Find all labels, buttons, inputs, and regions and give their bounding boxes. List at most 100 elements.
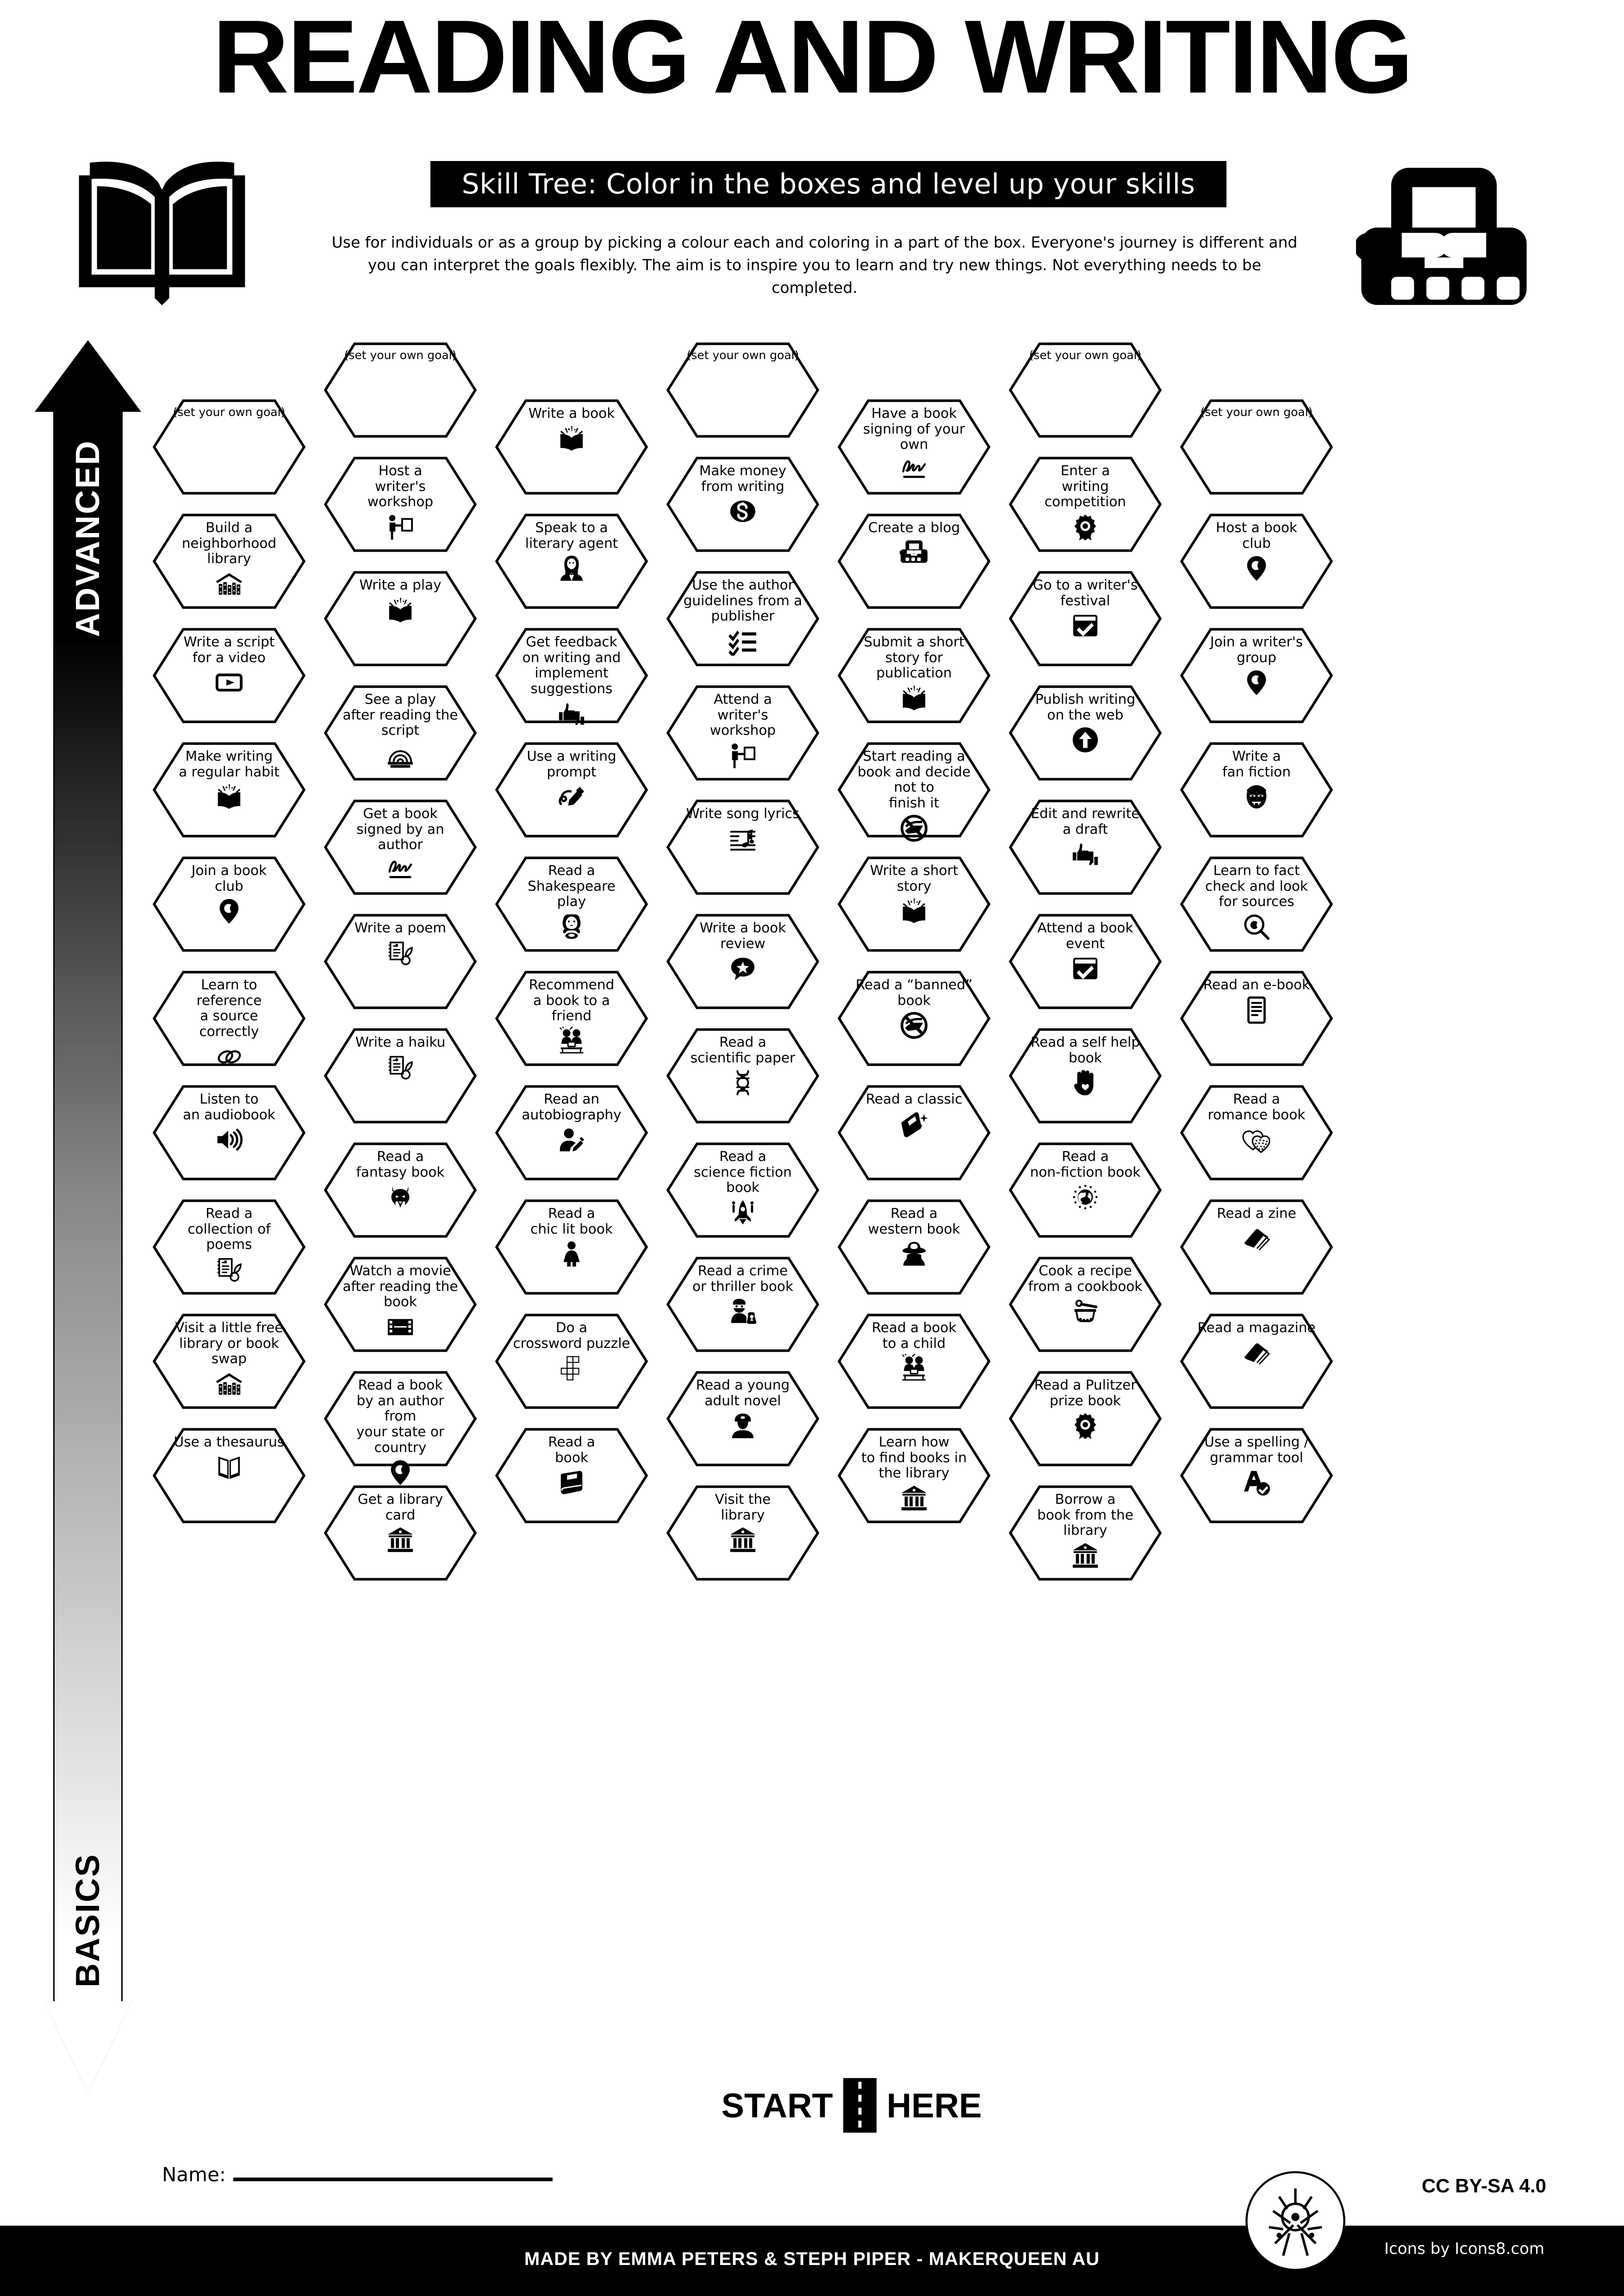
skill-hex[interactable]: (set your own goal)	[1180, 399, 1333, 495]
skill-hex[interactable]: Read a magazine	[1180, 1314, 1333, 1409]
skill-hex[interactable]: Learn to fact check and look for sources	[1180, 856, 1333, 952]
skill-hex[interactable]: Get feedback on writing and implement sugg…	[495, 628, 648, 725]
skill-hex[interactable]: Get a library card	[324, 1485, 477, 1581]
skill-hex-label: Read a non-fiction book	[1030, 1148, 1141, 1180]
skill-hex[interactable]: Write a book	[495, 399, 648, 495]
skill-hex[interactable]: Read a science fiction book	[666, 1142, 819, 1238]
skill-hex[interactable]: Read a chic lit book	[495, 1199, 648, 1295]
skill-hex[interactable]: Write a poem	[324, 914, 477, 1009]
skill-hex[interactable]: Join a book club	[153, 856, 305, 952]
skill-hex[interactable]: Join a writer's group	[1180, 628, 1333, 723]
skill-hex[interactable]: Create a blog	[838, 514, 990, 609]
crossword-icon	[557, 1354, 586, 1383]
skill-hex[interactable]: Publish writing on the web	[1009, 685, 1162, 781]
skill-hex[interactable]: Edit and rewrite a draft	[1009, 800, 1162, 895]
skill-hex[interactable]: Write a short story	[838, 856, 990, 952]
library-shelf-icon	[215, 570, 243, 598]
skill-hex[interactable]: Submit a short story for publication	[838, 628, 990, 723]
skill-hex[interactable]: Read a book to a child	[838, 1314, 990, 1409]
skill-hex[interactable]: Read an autobiography	[495, 1085, 648, 1180]
skill-hex[interactable]: Recommend a book to a friend	[495, 971, 648, 1066]
library-building-icon	[386, 1526, 415, 1554]
skill-hex[interactable]: See a play after reading the script	[324, 685, 477, 781]
skill-hex[interactable]: Attend a book event	[1009, 914, 1162, 1009]
skill-hex-label: Listen to an audiobook	[183, 1091, 275, 1123]
skill-hex[interactable]: Read a collection of poems	[153, 1199, 305, 1295]
shakespeare-icon	[557, 912, 586, 941]
skill-hex[interactable]: Read a non-fiction book	[1009, 1142, 1162, 1238]
ereader-icon	[1242, 996, 1271, 1024]
skill-hex[interactable]: Read an e-book	[1180, 971, 1333, 1066]
arrow-head	[35, 340, 141, 412]
skill-hex[interactable]: Borrow a book from the library	[1009, 1485, 1162, 1581]
skill-hex[interactable]: Read a western book	[838, 1199, 990, 1295]
skill-hex[interactable]: Read a young adult novel	[666, 1371, 819, 1466]
skill-hex-label: Read a Pulitzer prize book	[1034, 1377, 1137, 1409]
skill-hex[interactable]: Use a thesaurus	[153, 1428, 305, 1523]
skill-hex[interactable]: Start reading a book and decide not to fin…	[838, 742, 990, 842]
name-field[interactable]: Name:	[162, 2163, 553, 2186]
skill-hex[interactable]: Read a zine	[1180, 1199, 1333, 1295]
skill-hex[interactable]: Read a Pulitzer prize book	[1009, 1371, 1162, 1466]
skill-hex[interactable]: Use a spelling / grammar tool	[1180, 1428, 1333, 1523]
magazine-icon	[1242, 1339, 1271, 1367]
skill-hex[interactable]: Go to a writer's festival	[1009, 571, 1162, 666]
skill-hex-label: Read a western book	[868, 1205, 960, 1237]
skill-hex[interactable]: Read a self help book	[1009, 1028, 1162, 1123]
vampire-icon	[1242, 782, 1271, 811]
skill-hex[interactable]: Listen to an audiobook	[153, 1085, 305, 1180]
skill-hex[interactable]: Write a book review	[666, 914, 819, 1009]
skill-hex[interactable]: Visit the library	[666, 1485, 819, 1581]
skill-hex[interactable]: Use the author guidelines from a publisher	[666, 571, 819, 666]
skill-hex[interactable]: Read a book by an author from your state o…	[324, 1371, 477, 1485]
skill-hex-label: (set your own goal)	[344, 348, 457, 362]
skill-hex[interactable]: Attend a writer's workshop	[666, 685, 819, 781]
skill-hex[interactable]: Learn how to find books in the library	[838, 1428, 990, 1523]
skill-hex[interactable]: (set your own goal)	[1009, 342, 1162, 438]
skill-hex[interactable]: Learn to reference a source correctly	[153, 971, 305, 1066]
name-write-line[interactable]	[233, 2178, 553, 2181]
skill-hex[interactable]: Do a crossword puzzle	[495, 1314, 648, 1409]
poem-scroll-icon	[386, 1053, 415, 1082]
skill-hex[interactable]: Cook a recipe from a cookbook	[1009, 1257, 1162, 1352]
skill-hex[interactable]: Make writing a regular habit	[153, 742, 305, 838]
skill-hex[interactable]: Write a haiku	[324, 1028, 477, 1123]
award-rosette-icon	[1071, 513, 1100, 541]
globe-dots-icon	[1071, 1183, 1100, 1211]
skill-hex[interactable]: Read a romance book	[1180, 1085, 1333, 1180]
skill-hex[interactable]: Read a scientific paper	[666, 1028, 819, 1123]
skill-hex[interactable]: Host a book club	[1180, 514, 1333, 609]
skill-hex[interactable]: Write a play	[324, 571, 477, 666]
skill-hex[interactable]: Enter a writing competition	[1009, 457, 1162, 552]
skill-hex[interactable]: (set your own goal)	[666, 342, 819, 438]
skill-hex[interactable]: Build a neighborhood library	[153, 514, 305, 609]
start-word: START	[721, 2086, 833, 2125]
skill-hex[interactable]: Make money from writing	[666, 457, 819, 552]
skill-hex[interactable]: Read a fantasy book	[324, 1142, 477, 1238]
skill-hex[interactable]: Read a book	[495, 1428, 648, 1523]
skill-hex[interactable]: Read a Shakespeare play	[495, 856, 648, 952]
skill-hex[interactable]: Use a writing prompt	[495, 742, 648, 838]
skill-hex[interactable]: Write a fan fiction	[1180, 742, 1333, 838]
skill-hex[interactable]: Watch a movie after reading the book	[324, 1257, 477, 1352]
skill-hex[interactable]: Visit a little free library or book swap	[153, 1314, 305, 1409]
location-pin-icon	[1242, 668, 1271, 697]
skill-hex-label: Write a book	[528, 405, 615, 421]
cooking-pot-icon	[1071, 1297, 1100, 1326]
skill-hex[interactable]: Write song lyrics	[666, 800, 819, 895]
skill-hex[interactable]: Speak to a literary agent	[495, 514, 648, 609]
open-book-sparkle-icon	[900, 897, 928, 925]
skill-hex[interactable]: Read a crime or thriller book	[666, 1257, 819, 1352]
skill-hex-label: Write a play	[359, 577, 442, 593]
skill-hex[interactable]: Write a script for a video	[153, 628, 305, 723]
skill-hex-label: Use a writing prompt	[527, 748, 616, 780]
skill-hex[interactable]: Read a classic	[838, 1085, 990, 1180]
skill-hex[interactable]: Read a “banned” book	[838, 971, 990, 1066]
skill-hex[interactable]: Have a book signing of your own	[838, 399, 990, 495]
skill-hex[interactable]: (set your own goal)	[153, 399, 305, 495]
skill-hex[interactable]: Get a book signed by an author	[324, 800, 477, 895]
skill-hex[interactable]: Host a writer's workshop	[324, 457, 477, 552]
arrow-tail	[44, 2001, 132, 2094]
skill-hex[interactable]: (set your own goal)	[324, 342, 477, 438]
